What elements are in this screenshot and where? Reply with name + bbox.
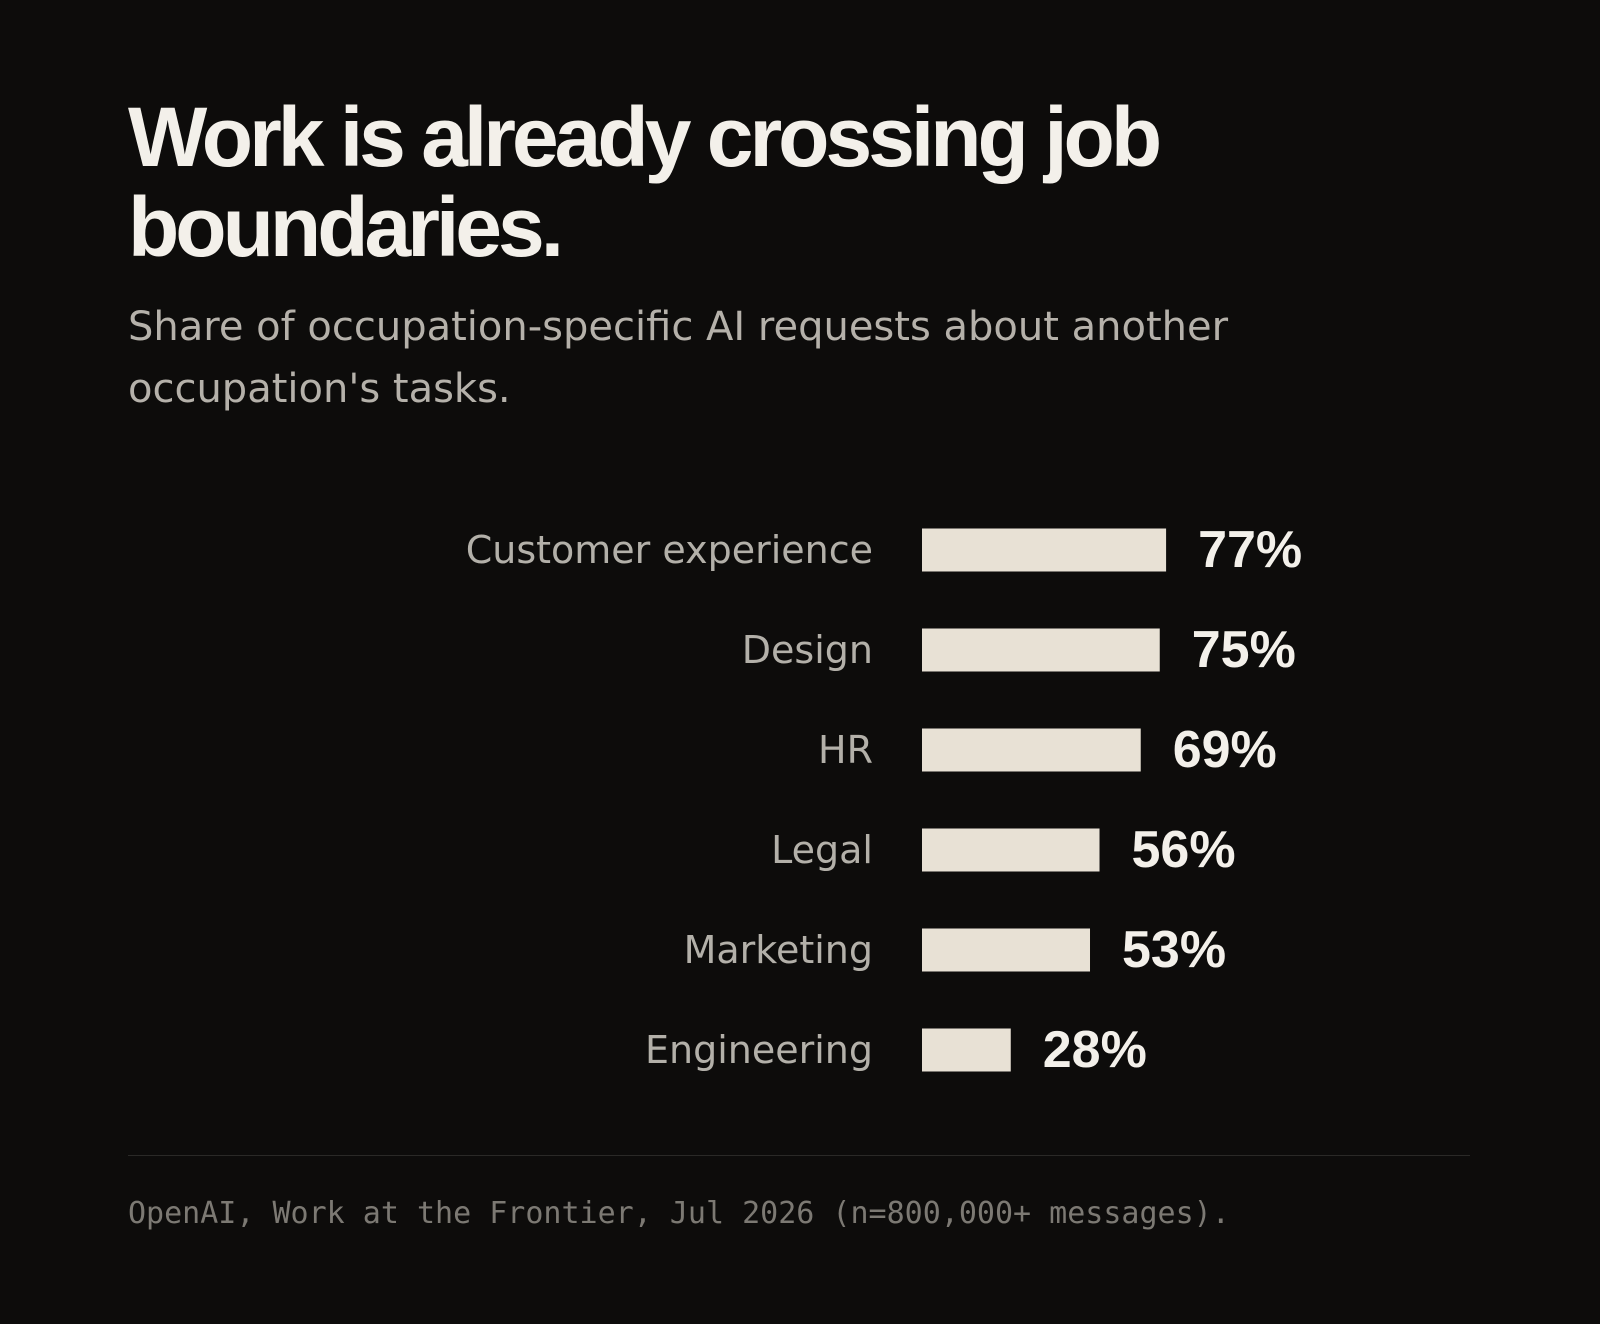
value-label: 77% bbox=[1198, 521, 1302, 579]
value-label: 69% bbox=[1173, 721, 1277, 779]
category-label: Design bbox=[742, 628, 873, 672]
chart-title: Work is already crossing job boundaries. bbox=[128, 90, 1162, 274]
bar bbox=[922, 728, 1141, 772]
category-label: Legal bbox=[771, 828, 873, 872]
bar bbox=[922, 628, 1160, 672]
bar bbox=[922, 928, 1091, 972]
bar bbox=[922, 1028, 1011, 1072]
bar bbox=[922, 528, 1167, 572]
category-label: Customer experience bbox=[466, 528, 873, 572]
chart-subtitle: Share of occupation-specific AI requests… bbox=[128, 304, 1229, 412]
source-note: OpenAI, Work at the Frontier, Jul 2026 (… bbox=[128, 1196, 1230, 1231]
footer-divider bbox=[128, 1155, 1470, 1156]
category-label: Marketing bbox=[684, 928, 873, 972]
category-label: Engineering bbox=[645, 1028, 873, 1072]
value-label: 28% bbox=[1043, 1021, 1147, 1079]
category-label: HR bbox=[818, 728, 873, 772]
value-label: 53% bbox=[1122, 921, 1226, 979]
value-label: 75% bbox=[1192, 621, 1296, 679]
value-label: 56% bbox=[1132, 821, 1236, 879]
bar bbox=[922, 828, 1100, 872]
